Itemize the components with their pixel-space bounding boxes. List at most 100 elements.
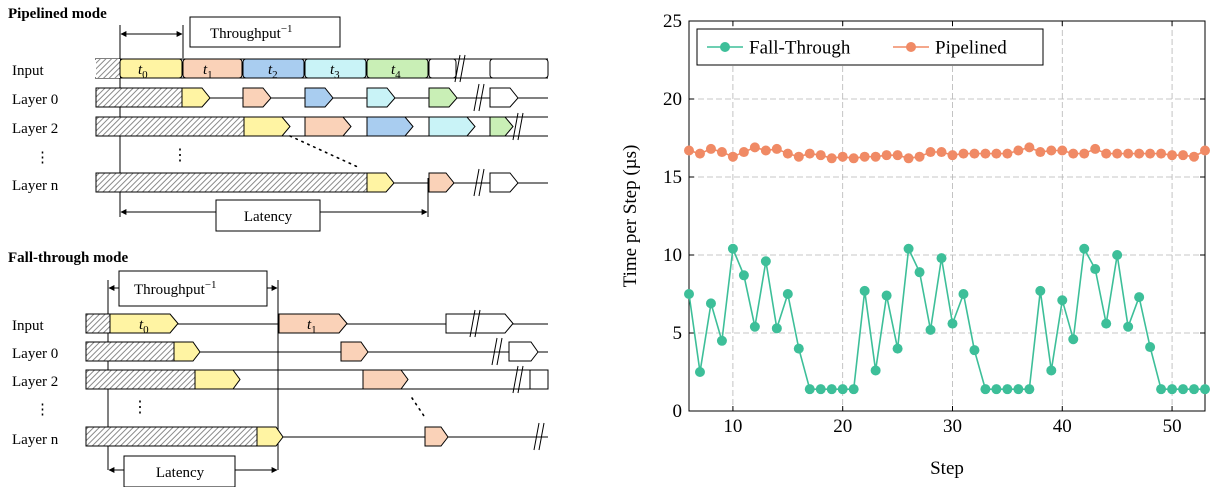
fallthrough-title: Fall-through mode <box>8 250 128 266</box>
pipelined-layer2-hatch <box>95 116 245 137</box>
pipelined-layer2-t4 <box>489 116 514 137</box>
pipelined-layer2-t3 <box>428 116 476 137</box>
fallthrough-input-next <box>445 313 514 334</box>
pipelined-layer0-break-a <box>473 83 480 112</box>
pipelined-layer2-break-a <box>512 112 519 141</box>
data-point <box>815 384 826 395</box>
pipelined-diagonal-dots <box>289 135 361 169</box>
y-tick-label: 10 <box>663 245 682 266</box>
data-point <box>1123 321 1134 332</box>
legend-swatch-marker <box>906 42 916 52</box>
pipelined-task-1: t1 <box>203 62 213 81</box>
fallthrough-task-0: t0 <box>139 317 149 336</box>
pipelined-layer2-t1 <box>304 116 352 137</box>
data-point <box>1134 148 1145 159</box>
data-point <box>1002 384 1013 395</box>
pipelined-task-2: t2 <box>268 62 278 81</box>
pipelined-layer2-t0 <box>243 116 291 137</box>
y-tick-label: 25 <box>663 11 682 32</box>
pipelined-input-after <box>489 58 549 79</box>
pipelined-task-4: t4 <box>391 62 401 81</box>
pipelined-diagram: Pipelined mode Throughput−1 Input Layer … <box>8 6 549 232</box>
data-point <box>914 151 925 162</box>
data-point <box>1123 148 1134 159</box>
pipelined-layer0-t0 <box>181 87 211 108</box>
pipelined-input-next <box>428 58 457 79</box>
data-point <box>1167 384 1178 395</box>
pipelined-title: Pipelined mode <box>8 6 107 22</box>
data-point <box>1200 384 1210 395</box>
x-tick-label: 20 <box>833 416 852 437</box>
pipelined-break-a <box>454 54 461 83</box>
data-point <box>1013 145 1024 156</box>
pipelined-break-b <box>459 54 466 83</box>
pipelined-throughput-box <box>189 16 341 48</box>
data-point <box>848 153 859 164</box>
fallthrough-layer2-break-a <box>512 365 519 394</box>
pipelined-layern-t0 <box>366 172 395 193</box>
fallthrough-layer2-t0 <box>194 369 241 390</box>
data-point <box>684 289 694 299</box>
data-point <box>1046 145 1057 156</box>
chart-grid <box>689 21 1205 411</box>
data-point <box>826 153 837 164</box>
pipelined-layern-next <box>489 172 519 193</box>
data-point <box>837 151 848 162</box>
fallthrough-layer2-break-b <box>517 365 524 394</box>
data-point <box>936 147 947 158</box>
pipelined-row-layern: Layer n <box>12 178 59 194</box>
fallthrough-layer0-next <box>508 341 539 362</box>
data-point <box>1079 243 1090 254</box>
data-point <box>1024 384 1035 395</box>
data-point <box>848 384 859 395</box>
chart: 10 20 30 40 50 0 5 10 15 20 25 Step Time per Step … <box>620 11 1210 479</box>
data-point <box>947 150 958 161</box>
data-point <box>1057 145 1068 156</box>
data-point <box>903 243 914 254</box>
x-tick-label: 50 <box>1163 416 1182 437</box>
pipelined-row-input: Input <box>12 63 44 79</box>
data-point <box>958 148 969 159</box>
fallthrough-throughput-label: Throughput−1 <box>134 279 217 298</box>
chart-ticks: 10 20 30 40 50 0 5 10 15 20 25 <box>663 11 1205 437</box>
data-point <box>1178 150 1189 161</box>
fallthrough-layern-t1 <box>424 426 449 447</box>
fallthrough-diagonal-dots <box>411 397 425 417</box>
data-point <box>1112 148 1123 159</box>
data-point <box>1002 148 1013 159</box>
data-point <box>1112 250 1123 260</box>
fallthrough-input-break-a <box>469 309 476 338</box>
chart-series <box>684 142 1210 395</box>
data-point <box>738 270 749 281</box>
data-point <box>760 145 771 156</box>
pipelined-layern-t1 <box>428 172 455 193</box>
data-point <box>727 243 738 254</box>
data-point <box>1156 384 1167 395</box>
fallthrough-input-hatch <box>85 313 111 334</box>
fallthrough-row-layer2: Layer 2 <box>12 374 58 390</box>
data-point <box>1068 148 1079 159</box>
pipelined-layer0-t1 <box>242 87 272 108</box>
data-point <box>1145 342 1156 353</box>
data-point <box>1046 365 1057 376</box>
data-point <box>1035 285 1046 296</box>
legend-entry: Pipelined <box>935 38 1007 59</box>
x-tick-label: 30 <box>943 416 962 437</box>
data-point <box>804 384 815 395</box>
data-point <box>1156 148 1167 159</box>
data-point <box>1090 264 1101 275</box>
data-point <box>1145 148 1156 159</box>
pipelined-layer0-hatch <box>95 87 183 108</box>
data-point <box>694 148 705 159</box>
data-point <box>1079 148 1090 159</box>
fallthrough-layern-break-a <box>533 422 540 451</box>
data-point <box>925 147 936 158</box>
data-point <box>1167 150 1178 161</box>
data-point <box>815 150 826 161</box>
data-point <box>881 290 892 301</box>
data-point <box>1068 334 1079 345</box>
data-point <box>1024 142 1035 153</box>
fallthrough-input-t1 <box>278 313 348 334</box>
fallthrough-layer0-t1 <box>340 341 369 362</box>
